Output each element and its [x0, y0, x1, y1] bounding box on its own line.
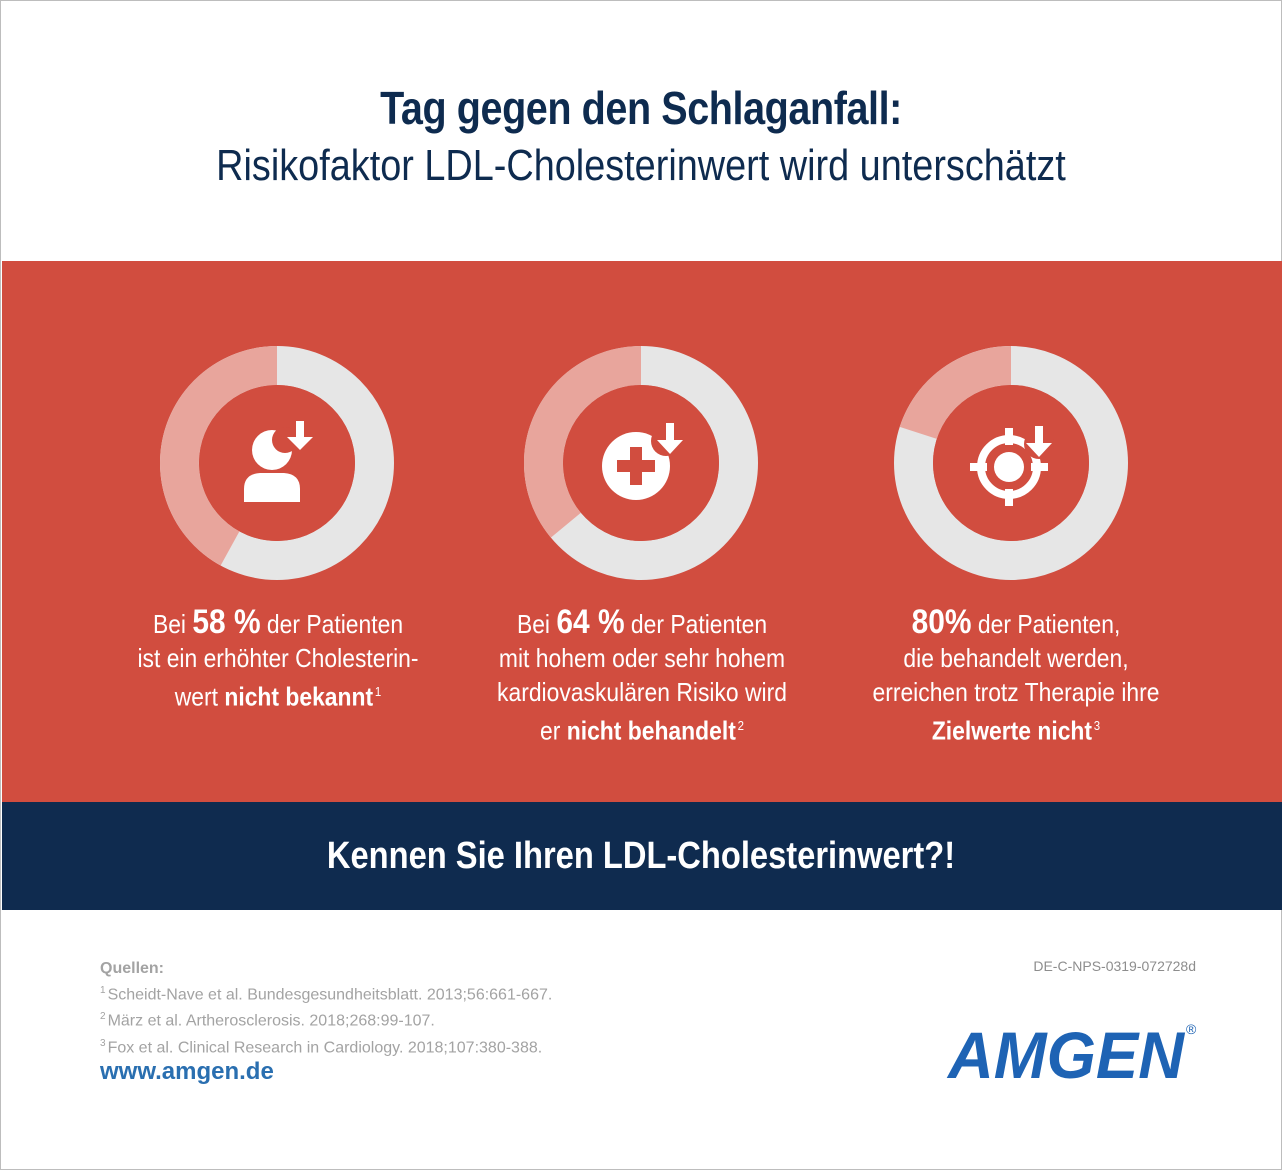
logo-text: AMGEN	[946, 1018, 1185, 1084]
stat-caption-2: Bei 64 % der Patienten mit hohem oder se…	[472, 605, 812, 748]
source-ref-1: 1 Scheidt-Nave et al. Bundesgesundheitsbl…	[100, 980, 552, 1006]
stat-text: ist ein erhöhter Cholesterin-	[137, 643, 419, 673]
stat-text: kardiovaskulären Risiko wird	[497, 677, 787, 707]
registered-mark: ®	[1186, 1021, 1197, 1037]
footnote-number: 2	[100, 1011, 106, 1023]
source-text: Fox et al. Clinical Research in Cardiolo…	[107, 1038, 543, 1056]
source-ref-2: 2 März et al. Artherosclerosis. 2018;268:…	[100, 1006, 552, 1032]
stat-text: der Patienten,	[971, 609, 1121, 639]
donut-highlight-slice	[524, 346, 642, 538]
source-ref-3: 3 Fox et al. Clinical Research in Cardiol…	[100, 1033, 552, 1059]
source-text: März et al. Artherosclerosis. 2018;268:9…	[107, 1012, 435, 1030]
sources: Quellen: 1 Scheidt-Nave et al. Bundesgesu…	[100, 958, 552, 1059]
stat-text: er	[540, 715, 567, 746]
stat-percentage: 64 %	[556, 603, 625, 641]
stat-text: Bei	[152, 609, 193, 639]
stat-emphasis: nicht behandelt	[566, 715, 736, 746]
stat-percentage: 58 %	[192, 603, 261, 641]
source-text: Scheidt-Nave et al. Bundesgesundheitsbla…	[107, 986, 553, 1004]
stat-percentage: 80%	[911, 603, 972, 641]
stat-text: Bei	[516, 609, 557, 639]
footnote-number: 3	[100, 1037, 106, 1049]
footnote-number: 1	[100, 985, 106, 996]
header: Tag gegen den Schlaganfall: Risikofaktor…	[0, 80, 1282, 196]
cta-band	[2, 802, 1282, 910]
footnote-ref: 3	[1093, 718, 1101, 733]
stat-text: wert	[174, 681, 225, 712]
page-subtitle: Risikofaktor LDL-Cholesterinwert wird un…	[216, 141, 1066, 190]
sources-label: Quellen:	[100, 960, 165, 977]
stat-text: der Patienten	[624, 609, 768, 639]
donut-highlight-slice	[160, 346, 278, 566]
document-code: DE-C-NPS-0319-072728d	[1033, 958, 1196, 974]
stat-text: mit hohem oder sehr hohem	[498, 643, 786, 673]
stat-emphasis: Zielwerte nicht	[931, 715, 1093, 746]
stat-caption-3: 80% der Patienten, die behandelt werden,…	[846, 605, 1186, 748]
donut-chart-1	[160, 346, 394, 580]
target-download-icon	[970, 426, 1054, 506]
donut-chart-3	[894, 346, 1128, 580]
stat-text: der Patienten	[260, 609, 404, 639]
donut-chart-2	[524, 346, 758, 580]
stat-caption-1: Bei 58 % der Patienten ist ein erhöhter …	[108, 605, 448, 714]
stat-text: die behandelt werden,	[903, 643, 1129, 673]
stat-emphasis: nicht bekannt	[224, 681, 374, 712]
cta-heading: Kennen Sie Ihren LDL-Cholesterinwert?!	[326, 835, 956, 877]
stat-text: erreichen trotz Therapie ihre	[872, 677, 1160, 707]
person-download-icon	[244, 421, 313, 502]
medical-cross-download-icon	[602, 423, 683, 500]
footnote-ref: 2	[737, 718, 744, 733]
page-title: Tag gegen den Schlaganfall:	[380, 82, 902, 134]
website-link[interactable]: www.amgen.de	[100, 1058, 274, 1085]
footnote-ref: 1	[374, 684, 382, 699]
amgen-logo: AMGEN ®	[946, 1018, 1197, 1084]
donut-highlight-slice	[899, 346, 1012, 440]
